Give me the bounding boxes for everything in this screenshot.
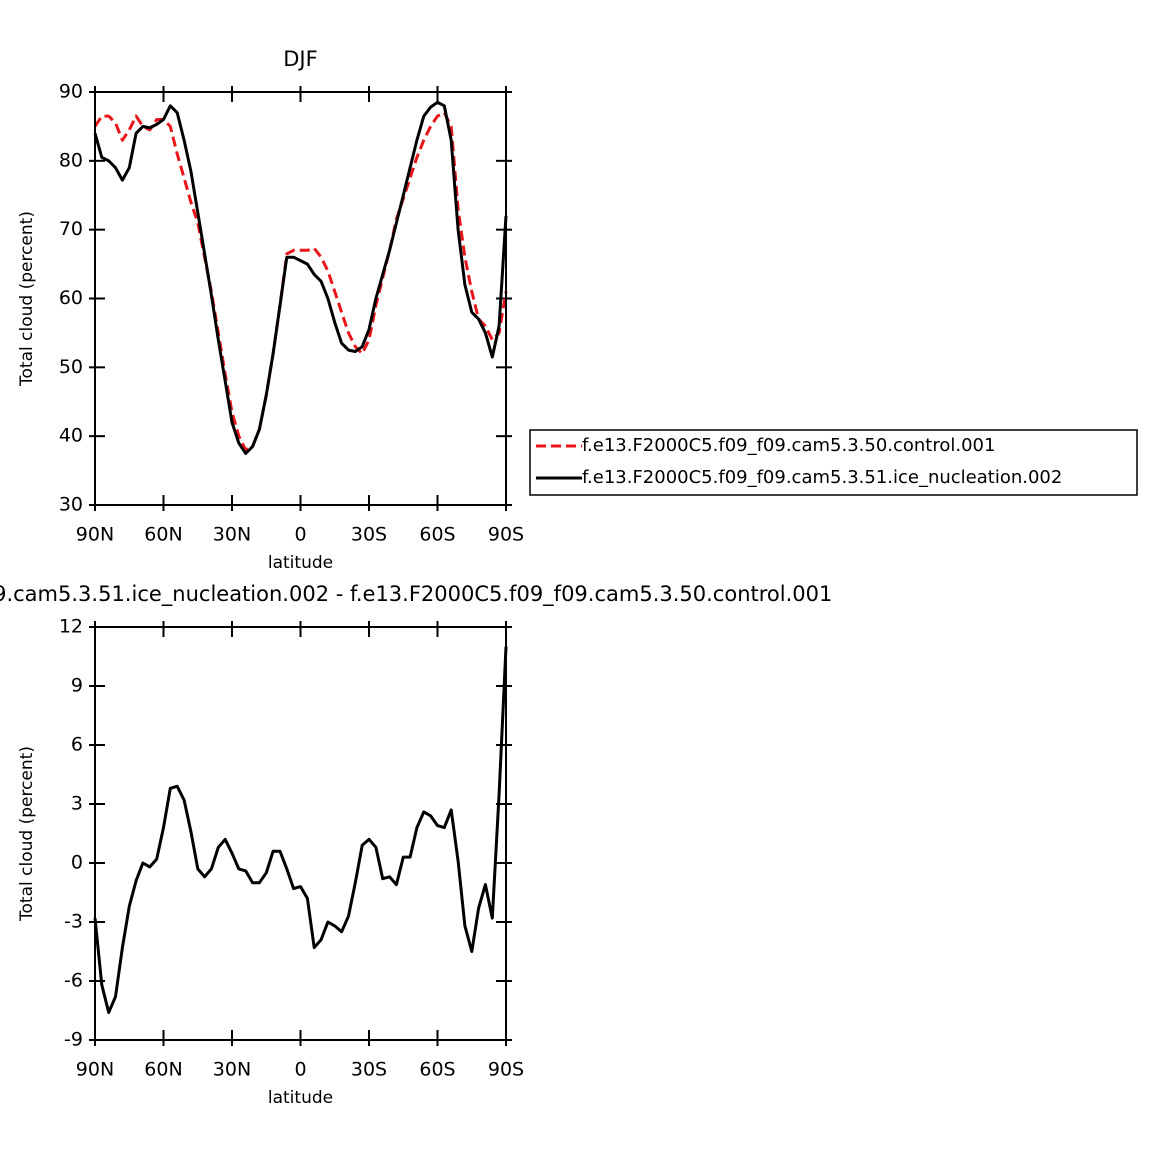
y-axis-label: Total cloud (percent) — [17, 746, 37, 922]
y-tick-label: 40 — [59, 425, 83, 447]
legend-label: f.e13.F2000C5.f09_f09.cam5.3.51.ice_nucl… — [582, 467, 1062, 488]
x-tick-label: 60N — [144, 524, 182, 546]
x-tick-label: 60N — [144, 1059, 182, 1081]
x-tick-label: 30N — [213, 524, 251, 546]
y-tick-label: -9 — [64, 1029, 83, 1051]
x-tick-label: 0 — [294, 524, 306, 546]
x-axis-label: latitude — [268, 553, 333, 573]
legend-box — [529, 429, 1138, 496]
data-line — [93, 111, 508, 452]
y-tick-label: 90 — [59, 81, 83, 103]
y-tick-label: 80 — [59, 149, 83, 171]
y-tick-label: 60 — [59, 287, 83, 309]
plot-frame — [94, 626, 507, 1041]
x-tick-label: 90S — [488, 1059, 524, 1081]
y-tick-label: 30 — [59, 494, 83, 516]
legend-label: f.e13.F2000C5.f09_f09.cam5.3.50.control.… — [582, 435, 995, 456]
chart-title: DJF — [283, 47, 317, 71]
y-tick-label: 3 — [71, 793, 83, 815]
y-tick-label: -3 — [64, 911, 83, 933]
x-tick-label: 60S — [419, 1059, 455, 1081]
y-tick-label: 70 — [59, 218, 83, 240]
x-tick-label: 90S — [488, 524, 524, 546]
chart-title: f.e13.F2000C5.f09_f09.cam5.3.51.ice_nucl… — [0, 582, 832, 607]
data-line — [93, 100, 508, 455]
x-tick-label: 30S — [351, 1059, 387, 1081]
y-axis-label: Total cloud (percent) — [17, 211, 37, 387]
data-line — [93, 646, 508, 1014]
y-tick-label: 9 — [71, 675, 83, 697]
x-tick-label: 90N — [76, 524, 114, 546]
x-tick-label: 90N — [76, 1059, 114, 1081]
y-tick-label: 12 — [59, 616, 83, 638]
y-tick-label: -6 — [64, 970, 83, 992]
y-tick-label: 50 — [59, 356, 83, 378]
x-tick-label: 30N — [213, 1059, 251, 1081]
x-axis-label: latitude — [268, 1088, 333, 1108]
x-tick-label: 30S — [351, 524, 387, 546]
plot-frame — [94, 91, 507, 506]
x-tick-label: 0 — [294, 1059, 306, 1081]
y-tick-label: 6 — [71, 734, 83, 756]
y-tick-label: 0 — [71, 852, 83, 874]
x-tick-label: 60S — [419, 524, 455, 546]
